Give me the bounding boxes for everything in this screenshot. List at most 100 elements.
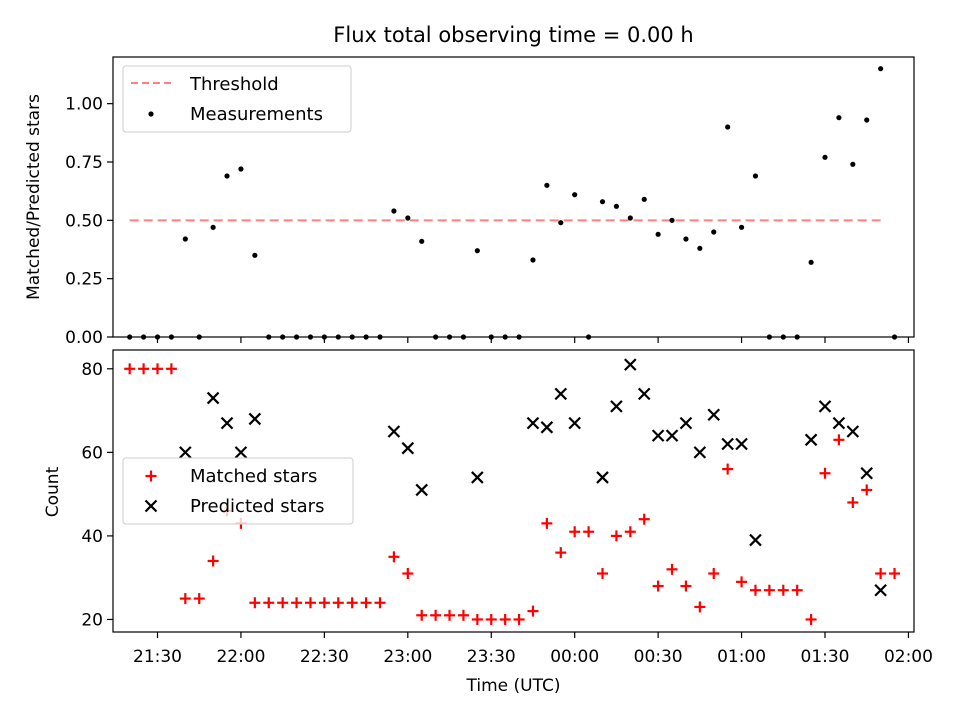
matched-star-point [527, 605, 539, 617]
matched-star-point [624, 526, 636, 538]
xtick-label: 00:00 [550, 647, 599, 667]
measurement-point [683, 236, 689, 242]
predicted-star-point [832, 416, 846, 430]
matched-star-point [763, 584, 775, 596]
predicted-star-point [234, 446, 248, 459]
matched-star-point [138, 363, 150, 375]
predicted-star-point [735, 437, 748, 451]
legend-predicted-label: Predicted stars [190, 496, 324, 517]
matched-star-point [833, 434, 845, 446]
matched-star-point [791, 584, 803, 596]
bottom-plot-frame [112, 349, 915, 633]
top-ytick-label: 0.50 [65, 211, 103, 231]
matched-star-point [652, 580, 664, 592]
legend-measurements-swatch [148, 111, 154, 117]
y-axis-label-ratio: Matched/Predicted stars [24, 94, 44, 300]
predicted-star-point [846, 425, 860, 438]
measurement-point [405, 215, 411, 221]
matched-star-point [638, 513, 650, 525]
measurement-point [641, 196, 647, 202]
matched-star-point [583, 526, 595, 538]
matched-star-point [152, 363, 163, 375]
matched-star-point [263, 597, 275, 609]
measurement-point [238, 166, 244, 172]
matched-star-point [569, 526, 581, 538]
matched-star-point [471, 613, 483, 625]
predicted-star-point [471, 471, 484, 484]
bottom-ytick-label: 60 [81, 443, 103, 463]
measurement-point [864, 117, 870, 123]
measurement-point [252, 252, 258, 258]
measurement-point [725, 124, 731, 130]
predicted-star-point [596, 471, 609, 484]
matched-star-point [513, 613, 525, 625]
measurement-point [822, 154, 828, 160]
predicted-star-point [818, 400, 832, 413]
matched-star-point [402, 568, 414, 580]
xtick-label: 01:30 [801, 647, 850, 667]
legend-matched-label: Matched stars [190, 466, 317, 487]
matched-star-point [207, 555, 219, 567]
matched-star-point [597, 568, 608, 580]
bottom-ytick-label: 20 [81, 610, 103, 630]
matched-star-point [430, 609, 442, 621]
matched-star-point [861, 484, 873, 496]
matched-star-point [722, 463, 734, 475]
top-legend: Threshold Measurements [122, 65, 352, 133]
predicted-star-point [651, 429, 665, 442]
bottom-ytick-label: 80 [81, 360, 103, 380]
measurement-point [182, 236, 188, 242]
matched-star-point [875, 568, 887, 580]
bottom-legend-box [122, 457, 354, 525]
matched-star-point [805, 613, 817, 625]
measurement-point [530, 257, 536, 263]
xtick-label: 23:00 [383, 647, 432, 667]
measurement-point [738, 224, 745, 230]
predicted-star-point [637, 387, 651, 401]
xtick-label: 22:00 [216, 647, 265, 667]
matched-star-point [332, 597, 344, 609]
predicted-star-point [415, 483, 428, 497]
bottom-axis-ticks: 20 40 60 80 21:30 22:00 22:30 23:00 23:30 00:00 00… [81, 360, 933, 667]
measurement-point [544, 182, 550, 188]
measurement-point [558, 220, 564, 226]
predicted-star-point [665, 429, 679, 442]
matched-star-point [179, 593, 191, 605]
matched-star-point [124, 363, 136, 375]
matched-star-point [485, 613, 497, 625]
top-ytick-label: 1.00 [65, 95, 103, 115]
predicted-star-point [693, 446, 707, 459]
measurement-point [836, 115, 842, 121]
measurement-point [627, 215, 633, 221]
xtick-label: 00:30 [634, 647, 683, 667]
top-plot-frame [112, 56, 915, 338]
legend-matched-swatch [145, 470, 157, 482]
legend-threshold-label: Threshold [189, 74, 279, 95]
measurement-point [669, 217, 675, 223]
matched-star-point [555, 547, 567, 559]
top-ytick-label: 0.25 [65, 270, 103, 290]
predicted-star-point [804, 433, 818, 447]
measurement-point [572, 192, 578, 198]
measurement-point [474, 248, 480, 254]
xtick-label: 23:30 [467, 647, 516, 667]
matched-star-point [541, 517, 553, 529]
y-axis-label-count: Count [43, 466, 63, 517]
matched-star-point [291, 597, 303, 609]
matched-star-point [304, 597, 316, 609]
matched-star-point [388, 551, 400, 563]
predicted-star-point [387, 425, 401, 438]
measurement-point [599, 199, 606, 205]
measurement-point [655, 231, 661, 237]
measurement-point [419, 238, 425, 244]
measurement-point [224, 173, 230, 179]
matched-star-point [694, 601, 706, 613]
predicted-star-point [220, 416, 234, 430]
x-axis-label-time: Time (UTC) [466, 676, 561, 696]
matched-star-point [346, 597, 358, 609]
measurement-point [808, 259, 814, 265]
flux-ratio-panel: Flux total observing time = 0.00 h Match… [24, 23, 915, 348]
matched-star-point [318, 597, 330, 609]
xtick-label: 22:30 [300, 647, 349, 667]
predicted-star-point [624, 358, 637, 371]
